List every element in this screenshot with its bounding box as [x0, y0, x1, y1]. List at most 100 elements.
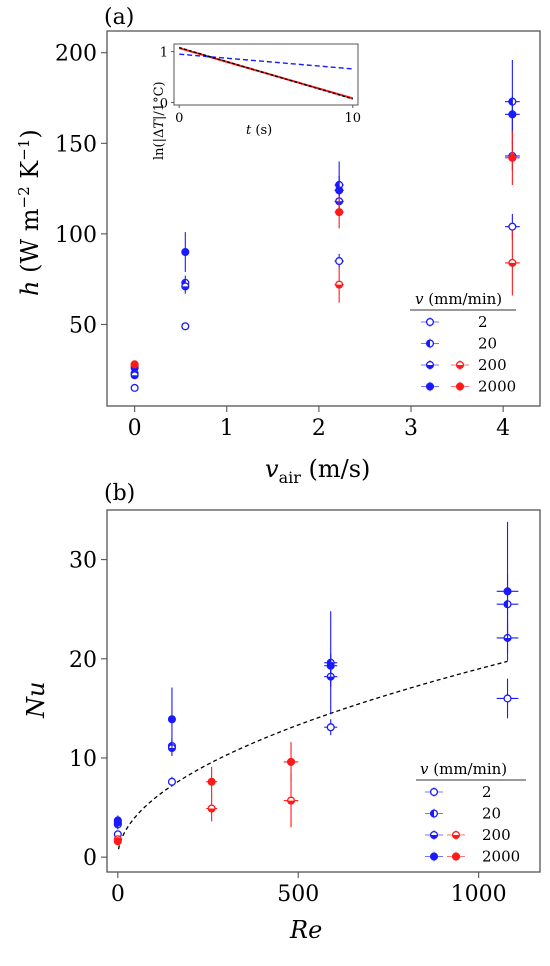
panel-b-y-axis-label: Nu — [22, 682, 50, 719]
panel-a-y-axis-label: h (W m−2 K−1) — [15, 129, 44, 296]
inset-content: 0 10 0 1 — [160, 46, 361, 126]
fit-curve — [117, 660, 508, 850]
inset-y-tick-label: 0 — [160, 96, 168, 111]
data-point — [167, 777, 177, 786]
legend-label: 20 — [482, 805, 501, 823]
panel-b-legend: v (mm/min) 2 20 200 2000 — [416, 760, 526, 866]
panel-a-data — [130, 59, 520, 392]
legend-marker — [429, 787, 439, 797]
data-point — [286, 796, 296, 805]
legend-marker — [425, 360, 435, 370]
data-point — [503, 587, 512, 596]
inset-x-tick-label: 0 — [175, 111, 183, 126]
inset-line-black — [179, 46, 353, 100]
panel-b-data — [113, 521, 519, 846]
legend-label: 2000 — [482, 848, 520, 866]
panel-b-axes: 0 500 1000 0 10 20 30 — [69, 549, 507, 907]
inset-frame — [173, 43, 359, 106]
panel-b-legend-title: v (mm/min) — [420, 760, 507, 778]
legend-marker — [455, 382, 465, 391]
legend-marker — [429, 852, 439, 861]
panel-b-label: (b) — [104, 481, 135, 506]
data-point — [113, 816, 122, 825]
y-tick-label: 50 — [69, 313, 97, 338]
data-point — [130, 383, 139, 392]
data-point — [130, 371, 139, 380]
legend-marker — [429, 830, 439, 840]
x-tick-label: 4 — [496, 416, 510, 441]
x-tick-label: 0 — [128, 416, 142, 441]
inset-plot: 0 10 0 1 ln(|ΔT|/1°C) t (s) — [152, 43, 361, 160]
x-tick-label: 0 — [111, 882, 125, 907]
y-tick-label: 200 — [55, 42, 97, 67]
y-tick-label: 0 — [83, 846, 97, 871]
series-2000-blue — [130, 96, 520, 373]
series-200-red — [113, 773, 299, 844]
series-200-blue — [113, 623, 519, 828]
inset-line-blue — [179, 53, 353, 70]
data-point — [335, 208, 344, 217]
data-point — [130, 360, 139, 369]
y-tick-label: 100 — [55, 223, 97, 248]
y-tick-label: 10 — [69, 747, 97, 772]
legend-label: 200 — [482, 826, 511, 844]
data-point — [508, 110, 517, 119]
y-tick-label: 20 — [69, 648, 97, 673]
data-point — [113, 837, 122, 846]
legend-marker — [425, 382, 435, 391]
panel-b: (b) 0 500 1000 0 10 20 30 Re Nu v (mm/min) 2 20… — [22, 481, 541, 944]
panel-a-legend: v (mm/min) 2 20 200 2000 — [410, 290, 516, 396]
panel-b-plot-frame — [106, 509, 541, 873]
panel-b-fit — [117, 660, 508, 850]
data-point — [508, 153, 517, 162]
panel-a-x-axis-label: vair (m/s) — [265, 455, 370, 487]
inset-x-axis-label: t (s) — [246, 123, 272, 138]
series-20-blue — [130, 59, 520, 378]
data-point — [181, 247, 190, 257]
x-tick-label: 1000 — [451, 882, 507, 907]
data-point — [207, 777, 216, 786]
inset-x-tick-label: 10 — [345, 111, 362, 126]
panel-a-legend-items: 2 20 200 2000 — [421, 313, 516, 396]
x-tick-label: 1 — [220, 416, 234, 441]
legend-marker — [451, 852, 461, 861]
x-tick-label: 2 — [312, 416, 326, 441]
legend-marker — [455, 360, 465, 370]
panel-a-legend-title: v (mm/min) — [415, 290, 502, 308]
data-point — [508, 222, 517, 231]
data-point — [167, 715, 177, 724]
series-2000-red — [130, 130, 520, 369]
inset-y-axis-label: ln(|ΔT|/1°C) — [152, 81, 167, 160]
panel-a-plot-frame — [106, 30, 541, 407]
y-tick-label: 150 — [55, 132, 97, 157]
series-20-blue — [113, 574, 519, 830]
data-point — [335, 257, 344, 266]
legend-label: 200 — [478, 356, 507, 374]
panel-b-legend-items: 2 20 200 2000 — [425, 783, 520, 866]
data-point — [181, 322, 190, 331]
series-2000-red — [113, 742, 299, 846]
legend-label: 2 — [482, 783, 492, 801]
data-point — [326, 661, 335, 670]
series-200-blue — [130, 141, 520, 380]
inset-y-tick-label: 1 — [160, 46, 168, 61]
data-point — [181, 282, 190, 291]
data-point — [326, 723, 335, 732]
legend-label: 2 — [478, 313, 488, 331]
legend-marker — [425, 317, 435, 327]
y-tick-label: 30 — [69, 549, 97, 574]
data-point — [508, 258, 517, 267]
series-2000-blue — [113, 521, 519, 826]
data-point — [286, 757, 296, 766]
data-point — [335, 186, 344, 195]
legend-label: 20 — [478, 335, 497, 353]
legend-label: 2000 — [478, 378, 516, 396]
series-2-blue — [113, 678, 519, 839]
legend-marker — [429, 809, 439, 818]
data-point — [335, 280, 344, 289]
data-point — [503, 694, 512, 703]
legend-marker — [451, 830, 461, 840]
x-tick-label: 500 — [277, 882, 319, 907]
